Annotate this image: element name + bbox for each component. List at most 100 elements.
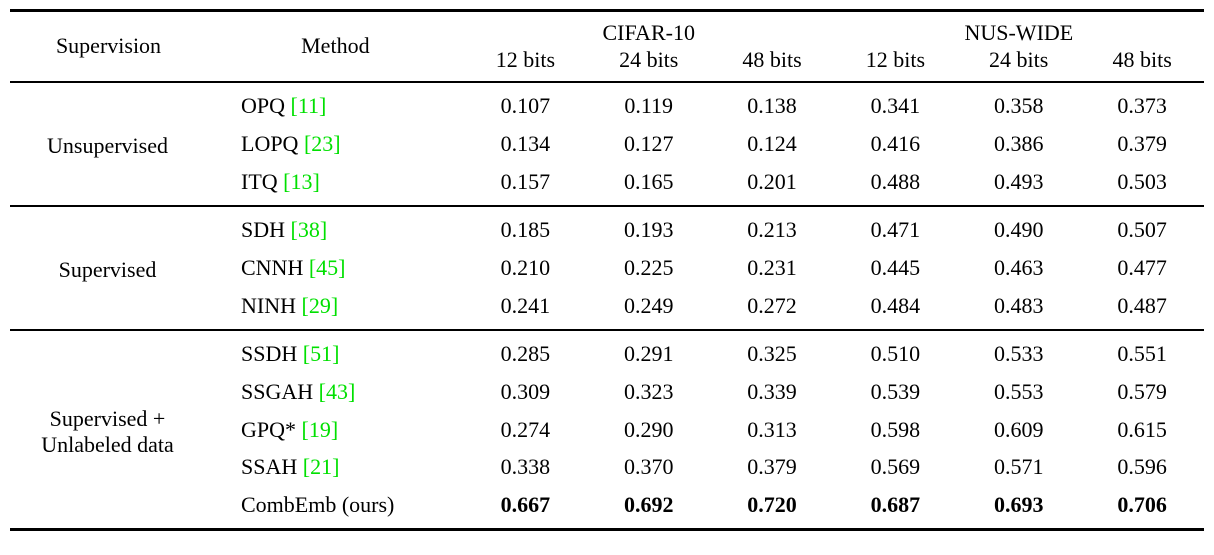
table-row: GPQ* [19] 0.274 0.290 0.313 0.598 0.609 0.615: [10, 411, 1204, 449]
citation-link[interactable]: [29]: [301, 292, 339, 318]
header-bits-1-1: 24 bits: [957, 46, 1081, 83]
metric-value: 0.341: [870, 92, 921, 118]
table-row: Supervised + Unlabeled data SSDH [51] 0.285…: [10, 330, 1204, 457]
metric-value: 0.579: [1117, 378, 1167, 404]
metric-value: 0.471: [870, 216, 921, 242]
metric-value: 0.503: [1117, 168, 1167, 194]
citation-link[interactable]: [45]: [308, 254, 346, 280]
supervision-group-1: Supervised SDH [38] 0.185 0.193 0.213 0.471 0.…: [10, 205, 1204, 330]
metric-value: 0.490: [993, 216, 1044, 242]
metric-value: 0.290: [623, 416, 674, 442]
metric-value: 0.693: [993, 492, 1044, 518]
metric-value: 0.687: [870, 492, 921, 518]
method-name: OPQ: [241, 92, 286, 118]
supervision-group-0: Unsupervised OPQ [11] 0.107 0.119 0.138 0.341…: [10, 81, 1204, 206]
supervision-group-label: Unsupervised: [47, 132, 168, 158]
metric-value: 0.213: [747, 216, 797, 242]
metric-value: 0.615: [1117, 416, 1167, 442]
metric-value: 0.157: [500, 168, 551, 194]
metric-value: 0.358: [993, 92, 1044, 118]
metric-value: 0.107: [500, 92, 551, 118]
metric-value: 0.313: [747, 416, 797, 442]
table-row: ITQ [13] 0.157 0.165 0.201 0.488 0.493 0.503: [10, 163, 1204, 206]
metric-value: 0.231: [747, 254, 797, 280]
method-name: CombEmb (ours): [241, 492, 395, 518]
citation-link[interactable]: [13]: [283, 168, 320, 194]
metric-value: 0.274: [500, 416, 551, 442]
metric-value: 0.484: [870, 292, 921, 318]
table-row: SSAH [21] 0.338 0.370 0.379 0.569 0.571 0.596: [10, 448, 1204, 486]
method-name: NINH: [241, 292, 296, 318]
metric-value: 0.241: [500, 292, 551, 318]
header-bits-1-2: 48 bits: [1080, 46, 1204, 83]
metric-value: 0.507: [1117, 216, 1167, 242]
metric-value: 0.210: [500, 254, 551, 280]
citation-link[interactable]: [11]: [290, 92, 327, 118]
metric-value: 0.309: [500, 378, 551, 404]
header-bits-0-0: 12 bits: [463, 46, 588, 83]
metric-value: 0.323: [623, 378, 674, 404]
metric-value: 0.720: [747, 492, 797, 518]
method-name: GPQ*: [241, 416, 297, 442]
metric-value: 0.487: [1117, 292, 1167, 318]
citation-link[interactable]: [38]: [290, 216, 328, 242]
header-bits-1-0: 12 bits: [833, 46, 958, 83]
method-cell: SDH [38]: [207, 206, 464, 249]
metric-value: 0.272: [747, 292, 797, 318]
metric-value: 0.325: [747, 340, 797, 366]
metric-value: 0.488: [870, 168, 921, 194]
header-supervision: Supervision: [10, 10, 207, 83]
metric-value: 0.463: [993, 254, 1044, 280]
metric-value: 0.201: [747, 168, 797, 194]
citation-link[interactable]: [43]: [318, 378, 356, 404]
metric-value: 0.249: [623, 292, 674, 318]
metric-value: 0.134: [500, 130, 551, 156]
metric-value: 0.692: [623, 492, 674, 518]
metric-value: 0.373: [1117, 92, 1167, 118]
method-cell: NINH [29]: [207, 287, 464, 330]
metric-value: 0.553: [993, 378, 1044, 404]
header-bits-0-2: 48 bits: [710, 46, 834, 83]
supervision-group-label: Supervised: [58, 256, 157, 282]
citation-link[interactable]: [21]: [302, 454, 340, 480]
method-cell: SSAH [21]: [207, 448, 464, 486]
metric-value: 0.386: [993, 130, 1044, 156]
metric-value: 0.609: [993, 416, 1044, 442]
results-table: Supervision Method CIFAR-10 NUS-WIDE 12 …: [10, 9, 1204, 532]
method-cell: SSGAH [43]: [207, 373, 464, 411]
metric-value: 0.445: [870, 254, 921, 280]
metric-value: 0.571: [993, 454, 1044, 480]
metric-value: 0.493: [993, 168, 1044, 194]
metric-value: 0.706: [1117, 492, 1167, 518]
metric-value: 0.416: [870, 130, 921, 156]
metric-value: 0.285: [500, 340, 551, 366]
table-row: CNNH [45] 0.210 0.225 0.231 0.445 0.463 0.477: [10, 249, 1204, 287]
results-table-header: Supervision Method CIFAR-10 NUS-WIDE 12 …: [10, 10, 1204, 83]
method-name: SSGAH: [241, 378, 314, 404]
citation-link[interactable]: [51]: [302, 340, 340, 366]
method-name: LOPQ: [241, 130, 299, 156]
metric-value: 0.551: [1117, 340, 1167, 366]
metric-value: 0.539: [870, 378, 921, 404]
citation-link[interactable]: [23]: [303, 130, 341, 156]
metric-value: 0.339: [747, 378, 797, 404]
citation-link[interactable]: [19]: [301, 416, 339, 442]
method-cell: SSDH [51]: [207, 330, 464, 373]
metric-value: 0.193: [623, 216, 674, 242]
table-row: CombEmb (ours) 0.667 0.692 0.720 0.687 0.693 0…: [10, 486, 1204, 529]
bits-header-row: 12 bits 24 bits 48 bits 12 bits 24 bits 48 bi…: [10, 46, 1204, 83]
metric-value: 0.225: [623, 254, 674, 280]
metric-value: 0.338: [500, 454, 551, 480]
metric-value: 0.370: [623, 454, 674, 480]
header-bits-0-1: 24 bits: [587, 46, 711, 83]
metric-value: 0.533: [993, 340, 1044, 366]
metric-value: 0.379: [1117, 130, 1167, 156]
method-name: CNNH: [241, 254, 304, 280]
method-cell: CombEmb (ours): [207, 486, 464, 529]
metric-value: 0.124: [747, 130, 797, 156]
table-row: SSGAH [43] 0.309 0.323 0.339 0.539 0.553 0.579: [10, 373, 1204, 411]
metric-value: 0.185: [500, 216, 551, 242]
metric-value: 0.127: [623, 130, 674, 156]
metric-value: 0.119: [624, 92, 674, 118]
